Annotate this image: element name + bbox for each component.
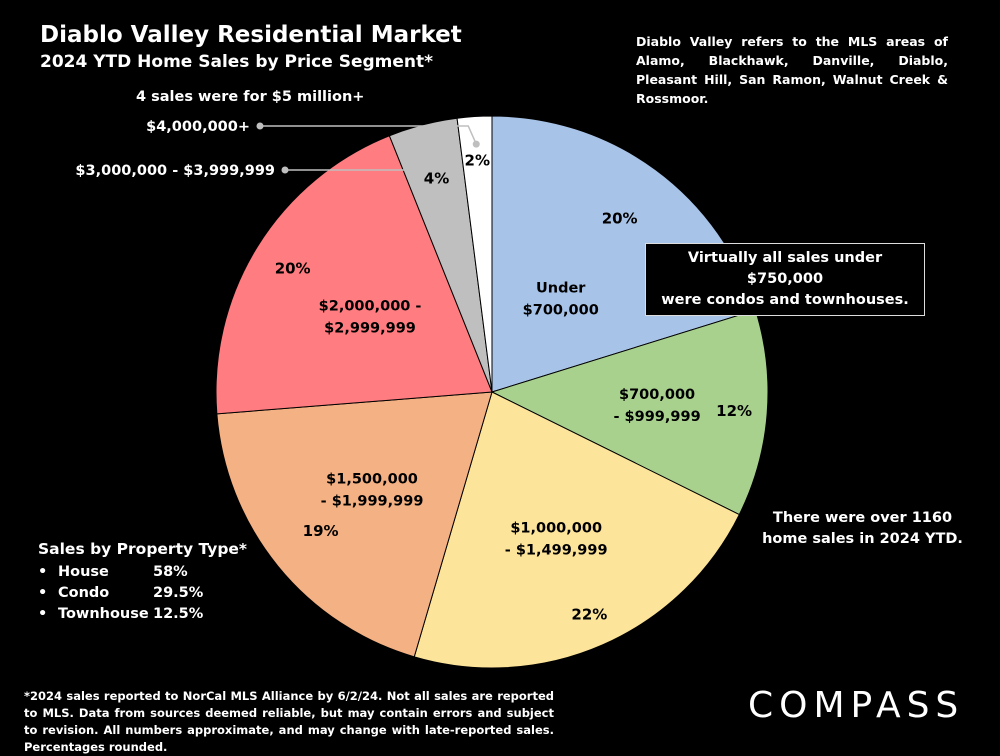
slice-percent-label: 20% (275, 259, 311, 277)
slice-category-label: Under (536, 281, 586, 297)
slice-percent-label: 2% (465, 152, 490, 170)
slice-category-label: - $1,499,999 (505, 543, 608, 559)
pie-slice (490, 309, 769, 516)
condos-note: Virtually all sales under $750,000 were … (645, 243, 925, 316)
pie-labels: 20% Under $700,000 12% $700,000 - $999,999 22%… (75, 119, 752, 624)
areas-note: Diablo Valley refers to the MLS areas of… (636, 34, 948, 106)
slice-category-label: $2,000,000 - (319, 298, 422, 314)
pie-slice (215, 135, 493, 415)
list-item: • House 58% (38, 562, 247, 583)
leader-line (285, 151, 431, 171)
total-note-line1: There were over 1160 (772, 510, 953, 526)
slice-category-label: $700,000 (619, 387, 695, 403)
slice-category-label: $2,999,999 (324, 320, 416, 336)
five-million-note: 4 sales were for $5 million+ (136, 89, 365, 105)
pie-slice (456, 115, 493, 393)
slice-category-label: $700,000 (523, 303, 599, 319)
total-sales-note: There were over 1160 home sales in 2024 … (760, 508, 965, 550)
slice-percent-label: 20% (602, 210, 638, 228)
leader-dot (472, 140, 480, 148)
chart-title: Diablo Valley Residential Market (40, 22, 462, 48)
slice-category-label: $1,000,000 (510, 521, 602, 537)
list-item: • Townhouse 12.5% (38, 604, 247, 625)
slice-percent-label: 4% (424, 169, 449, 187)
property-type-value: 12.5% (153, 606, 204, 622)
total-note-line2: home sales in 2024 YTD. (762, 531, 963, 547)
pie-slices (215, 115, 769, 669)
pie-slice (413, 391, 740, 669)
property-type-name: Condo (58, 585, 110, 601)
condos-note-line2: were condos and townhouses. (661, 292, 909, 308)
slice-category-label: - $999,999 (613, 409, 700, 425)
leader-dot (281, 166, 289, 174)
condos-note-line1: Virtually all sales under $750,000 (687, 250, 883, 287)
footnote: *2024 sales reported to NorCal MLS Allia… (24, 689, 554, 754)
list-item: • Condo 29.5% (38, 583, 247, 604)
property-type-value: 29.5% (153, 585, 204, 601)
bullet-icon: • (38, 606, 48, 622)
slice-percent-label: 22% (571, 606, 607, 624)
slice-category-label: - $1,999,999 (321, 493, 424, 509)
leader-dot (426, 148, 434, 156)
leader-dot (256, 122, 264, 130)
compass-logo: COMPASS (748, 685, 965, 726)
property-type-title: Sales by Property Type* (38, 540, 248, 558)
slice-percent-label: 12% (716, 402, 752, 420)
slice-category-label: $1,500,000 (326, 471, 418, 487)
slice-category-label: $3,000,000 - $3,999,999 (75, 163, 275, 179)
slice-category-label: $4,000,000+ (146, 119, 250, 135)
chart-subtitle: 2024 YTD Home Sales by Price Segment* (40, 52, 434, 72)
property-type-name: Townhouse (58, 606, 149, 622)
property-type-name: House (58, 564, 109, 580)
leader-line (260, 125, 477, 145)
property-type-list: Sales by Property Type* • House 58% • Co… (38, 540, 247, 625)
bullet-icon: • (38, 585, 48, 601)
bullet-icon: • (38, 564, 48, 580)
property-type-value: 58% (153, 564, 188, 580)
pie-leaders (256, 122, 480, 174)
slice-percent-label: 19% (303, 522, 339, 540)
pie-slice (216, 391, 493, 658)
